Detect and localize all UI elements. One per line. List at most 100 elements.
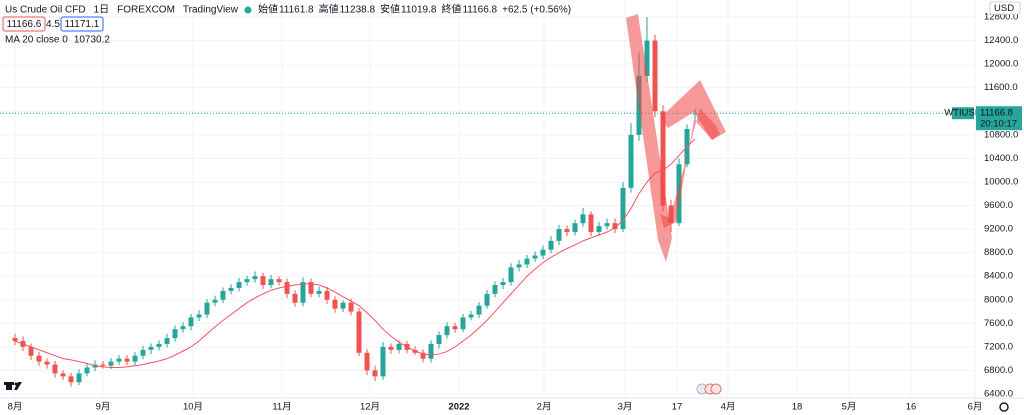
spread: 4.5 — [46, 19, 60, 30]
gear-icon[interactable] — [999, 402, 1009, 412]
y-tick-label: 9200.0 — [984, 224, 1013, 235]
candle-body — [388, 346, 394, 350]
candle-body — [508, 267, 514, 283]
event-icon[interactable] — [710, 383, 722, 395]
buy-button[interactable] — [60, 16, 104, 32]
y-tick-label: 8000.0 — [984, 294, 1013, 305]
candle-body — [548, 240, 554, 250]
candle-body — [540, 249, 546, 256]
candle-body — [500, 282, 506, 286]
candle-body — [484, 293, 490, 306]
change: +62.5 (+0.56%) — [502, 5, 571, 16]
y-tick-label: 7200.0 — [984, 341, 1013, 352]
drawing-annotation — [626, 14, 726, 262]
x-tick-label: 17 — [672, 402, 683, 413]
x-tick-label: 5月 — [842, 402, 857, 413]
event-icons[interactable] — [696, 383, 722, 395]
candle-body — [84, 367, 90, 374]
sell-button[interactable] — [2, 16, 46, 32]
currency-label[interactable]: USD — [994, 3, 1014, 14]
bid-price[interactable]: 11166.6 — [7, 19, 42, 30]
tv-logo — [4, 382, 22, 390]
candle-body — [292, 293, 298, 303]
candle-body — [380, 346, 386, 377]
y-tick-label: 10800.0 — [984, 129, 1018, 140]
candle-body — [348, 302, 354, 312]
x-tick-label: 8月 — [8, 402, 23, 413]
ohlc-label: 始値 — [258, 3, 278, 16]
y-tick-label: 12800.0 — [984, 12, 1018, 23]
logo-part — [14, 382, 22, 390]
currency-button[interactable] — [989, 1, 1021, 15]
candle-body — [148, 346, 154, 350]
exchange: FOREXCOM — [117, 5, 175, 16]
candle-body — [460, 317, 466, 330]
x-tick-label: 11月 — [272, 402, 291, 413]
candle-body — [324, 290, 330, 300]
legend: Us Crude Oil CFD 1日 FOREXCOM TradingView 始値 1… — [2, 3, 571, 46]
y-tick-label: 10000.0 — [984, 176, 1018, 187]
y-tick-label: 12000.0 — [984, 59, 1018, 70]
ohlc-label: 安値 — [380, 3, 400, 16]
candle-body — [428, 343, 434, 359]
candle-body — [12, 338, 18, 341]
candle-body — [100, 364, 106, 366]
ohlc-label: 高値 — [319, 3, 339, 16]
y-tick-label: 11600.0 — [984, 82, 1018, 93]
x-tick-label: 12月 — [360, 402, 380, 413]
ohlc-value: 11019.8 — [401, 5, 437, 16]
candle-body — [36, 355, 42, 362]
candle-body — [68, 376, 74, 383]
candle-body — [660, 111, 666, 206]
drawn-arrow-head — [660, 80, 726, 140]
candle-body — [524, 258, 530, 265]
ohlc-value: 11166.8 — [462, 5, 497, 16]
interval: 1日 — [94, 5, 110, 16]
price-axis-panel — [975, 0, 1024, 415]
candle-body — [76, 373, 82, 383]
candle-body — [516, 264, 522, 268]
candle-body — [212, 299, 218, 303]
x-tick-label: 18 — [792, 402, 803, 413]
ohlc-label: 終値 — [441, 3, 461, 16]
candle-body — [244, 279, 250, 283]
countdown-label: 20:10:17 — [980, 119, 1017, 130]
candle-body — [172, 329, 178, 339]
candle-body — [452, 326, 458, 330]
candle-body — [372, 370, 378, 377]
candle-body — [468, 314, 474, 318]
plot — [0, 17, 975, 387]
candle-body — [220, 290, 226, 300]
logo-part — [6, 382, 12, 390]
candle-body — [620, 187, 626, 230]
candle-body — [308, 282, 314, 294]
symbol-label: WTIUSD — [944, 108, 982, 119]
candle-body — [28, 346, 34, 356]
settings-gear[interactable] — [999, 402, 1009, 412]
ma-legend: MA 20 close 0 — [5, 35, 68, 46]
x-tick-label: 6月 — [968, 402, 983, 413]
x-tick-label: 3月 — [618, 402, 633, 413]
candle-body — [284, 282, 290, 294]
title: Us Crude Oil CFD — [5, 5, 86, 16]
candle-body — [396, 343, 402, 350]
ma-line — [14, 138, 696, 368]
candle-body — [332, 299, 338, 309]
candle-body — [532, 255, 538, 259]
ask-price[interactable]: 11171.1 — [65, 19, 100, 30]
ohlc-value: 11238.8 — [340, 5, 376, 16]
candle-body — [444, 326, 450, 336]
grid — [0, 0, 976, 398]
candle-body — [580, 214, 586, 224]
x-tick-label: 2月 — [537, 402, 552, 413]
candle-body — [156, 343, 162, 347]
y-tick-label: 8400.0 — [984, 271, 1013, 282]
symbol-tag — [952, 107, 974, 120]
candle-body — [604, 223, 610, 227]
candle-body — [180, 326, 186, 330]
candle-body — [612, 223, 618, 230]
candle-body — [300, 282, 306, 303]
candle-body — [60, 373, 66, 377]
